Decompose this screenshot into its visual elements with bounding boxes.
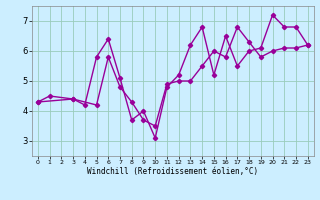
X-axis label: Windchill (Refroidissement éolien,°C): Windchill (Refroidissement éolien,°C) (87, 167, 258, 176)
